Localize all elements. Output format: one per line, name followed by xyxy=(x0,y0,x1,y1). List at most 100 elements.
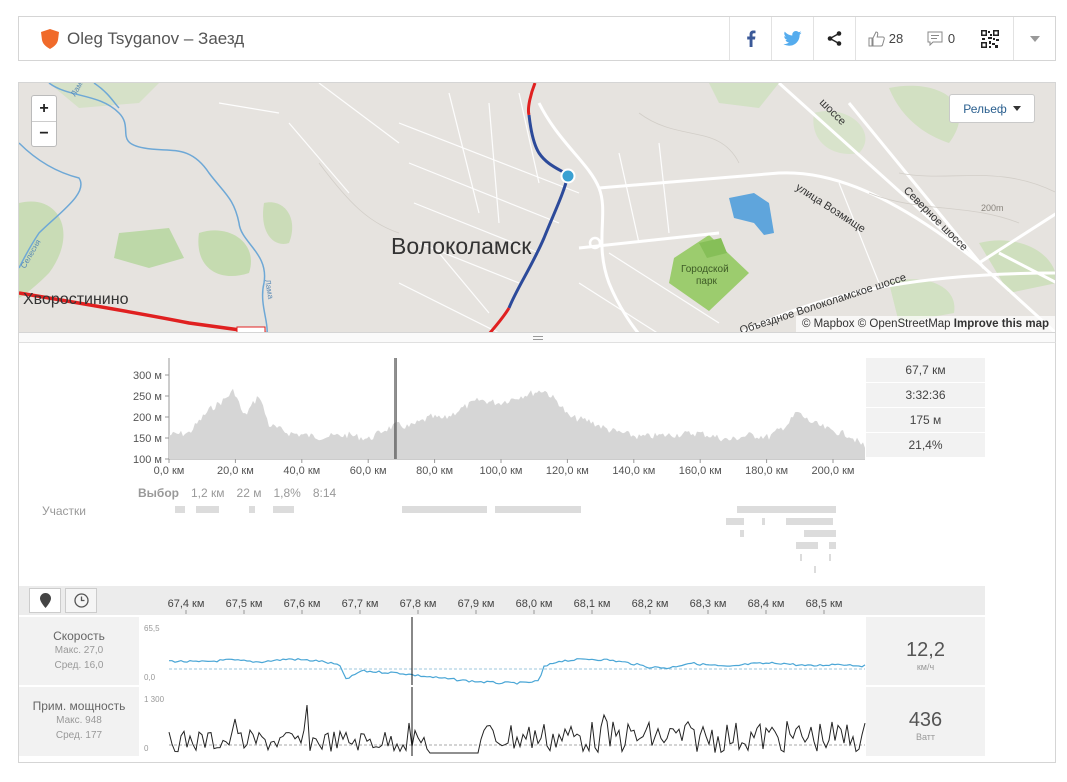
segment-bar[interactable] xyxy=(762,518,765,525)
thumbs-up-icon xyxy=(868,30,885,46)
segment-bar[interactable] xyxy=(814,566,816,573)
x-tick-label: 200,0 км xyxy=(812,465,855,477)
elevation-area xyxy=(169,388,865,459)
facebook-share-button[interactable] xyxy=(729,17,771,60)
power-name: Прим. мощность xyxy=(32,699,126,713)
x-tick-label: 160,0 км xyxy=(679,465,722,477)
detail-x-axis: 67,4 км 67,5 км 67,6 км 67,7 км 67,8 км 67,9 … xyxy=(168,598,842,614)
map-pin-icon xyxy=(39,593,51,608)
power-avg: Сред. 177 xyxy=(55,730,103,741)
segment-bar[interactable] xyxy=(737,506,836,513)
selection-summary: Выбор 1,2 км 22 м 1,8% 8:14 xyxy=(138,486,336,500)
power-ymax: 1 300 xyxy=(144,695,165,704)
x-tick-label: 100,0 км xyxy=(480,465,523,477)
x-tick-label: 60,0 км xyxy=(350,465,387,477)
segment-bar[interactable] xyxy=(829,554,831,561)
selection-label: Выбор xyxy=(138,486,179,500)
shield-icon xyxy=(41,28,59,49)
comment-button[interactable]: 0 xyxy=(915,17,967,60)
route-map[interactable]: Волоколамск Хворостинино Городской парк … xyxy=(18,82,1056,333)
speed-value-block: 12,2 км/ч xyxy=(866,617,985,685)
segment-bar[interactable] xyxy=(249,506,255,513)
detail-tick-label: 67,5 км xyxy=(226,598,263,610)
like-count: 28 xyxy=(888,31,904,46)
distance-mode-button[interactable] xyxy=(29,588,61,613)
like-button[interactable]: 28 xyxy=(855,17,915,60)
summary-stats: 67,7 км 3:32:36 175 м 21,4% xyxy=(866,358,985,458)
x-tick-label: 20,0 км xyxy=(217,465,254,477)
river-label-2: Лама xyxy=(263,279,275,300)
comment-icon xyxy=(927,31,943,46)
segment-bar[interactable] xyxy=(196,506,219,513)
segment-bar[interactable] xyxy=(726,518,744,525)
power-max: Макс. 948 xyxy=(56,715,102,726)
segment-bar[interactable] xyxy=(786,518,833,525)
share-button[interactable] xyxy=(813,17,855,60)
map-layer-button[interactable]: Рельеф xyxy=(949,94,1035,123)
title-block: Oleg Tsyganov – Заезд xyxy=(19,28,729,49)
detail-tick-label: 68,2 км xyxy=(632,598,669,610)
x-tick-label: 40,0 км xyxy=(283,465,320,477)
speed-unit: км/ч xyxy=(916,662,935,672)
power-unit: Ватт xyxy=(915,732,936,742)
facebook-icon xyxy=(746,30,755,47)
segments-label: Участки xyxy=(42,504,86,518)
segment-bar[interactable] xyxy=(402,506,487,513)
map-attribution: © Mapbox © OpenStreetMap Improve this ma… xyxy=(795,316,1055,332)
elevation-contour-label: 200m xyxy=(981,203,1004,213)
activity-header: Oleg Tsyganov – Заезд 28 0 xyxy=(18,16,1056,61)
speed-line xyxy=(169,658,866,685)
stat-elevation: 175 м xyxy=(866,408,985,433)
x-tick-label: 0,0 км xyxy=(154,465,185,477)
zoom-out-button[interactable]: − xyxy=(32,121,56,146)
speed-chart[interactable]: 65,5 0,0 xyxy=(139,617,866,685)
selection-distance: 1,2 км xyxy=(191,486,225,500)
segment-bar[interactable] xyxy=(740,530,744,537)
selection-time: 8:14 xyxy=(312,486,337,500)
power-value-block: 436 Ватт xyxy=(866,687,985,756)
map-canvas[interactable]: Волоколамск Хворостинино Городской парк … xyxy=(19,83,1056,333)
segment-bar[interactable] xyxy=(273,506,294,513)
park-label-line1: Городской xyxy=(681,264,729,275)
speed-name: Скорость xyxy=(53,629,105,643)
detail-tick-label: 68,0 км xyxy=(516,598,553,610)
y-tick-label: 150 м xyxy=(133,433,162,445)
qr-code-button[interactable] xyxy=(967,17,1013,60)
speed-label-block: Скорость Макс. 27,0 Сред. 16,0 xyxy=(19,617,139,685)
x-tick-label: 140,0 км xyxy=(612,465,655,477)
map-resize-handle[interactable] xyxy=(18,333,1056,343)
current-position-marker xyxy=(560,168,576,184)
speed-ymin: 0,0 xyxy=(144,673,156,682)
x-tick-label: 180,0 км xyxy=(745,465,788,477)
segment-bar[interactable] xyxy=(800,554,802,561)
segment-bar[interactable] xyxy=(495,506,581,513)
zoom-in-button[interactable]: + xyxy=(39,99,49,117)
power-chart[interactable]: 1 300 0 xyxy=(139,687,866,756)
power-ymin: 0 xyxy=(144,744,149,753)
speed-max: Макс. 27,0 xyxy=(54,645,104,656)
more-dropdown-button[interactable] xyxy=(1013,17,1055,60)
attribution-text[interactable]: © Mapbox © OpenStreetMap xyxy=(801,318,951,330)
elevation-profile-chart[interactable]: 300 м 250 м 200 м 150 м 100 м 0,0 км 20,0 км 4… xyxy=(120,355,870,480)
segment-bar[interactable] xyxy=(804,530,836,537)
selection-grade: 1,8% xyxy=(273,486,301,500)
speed-value: 12,2 xyxy=(906,639,945,661)
detail-tick-label: 67,6 км xyxy=(284,598,321,610)
detail-tick-label: 68,4 км xyxy=(748,598,785,610)
qr-code-icon xyxy=(981,29,999,48)
power-label-block: Прим. мощность Макс. 948 Сред. 177 xyxy=(19,687,139,756)
twitter-share-button[interactable] xyxy=(771,17,813,60)
segment-bar[interactable] xyxy=(829,542,836,549)
detail-tick-label: 67,9 км xyxy=(458,598,495,610)
city-label: Волоколамск xyxy=(391,233,532,259)
speed-avg: Сред. 16,0 xyxy=(54,660,104,671)
segment-bar[interactable] xyxy=(796,542,818,549)
x-tick-label: 120,0 км xyxy=(546,465,589,477)
time-mode-button[interactable] xyxy=(65,588,97,613)
map-layer-label: Рельеф xyxy=(963,101,1007,116)
caret-down-icon xyxy=(1029,35,1040,42)
segment-bar[interactable] xyxy=(175,506,185,513)
improve-map-link[interactable]: Improve this map xyxy=(953,318,1049,330)
y-tick-label: 300 м xyxy=(133,370,162,382)
detail-tick-label: 67,4 км xyxy=(168,598,205,610)
